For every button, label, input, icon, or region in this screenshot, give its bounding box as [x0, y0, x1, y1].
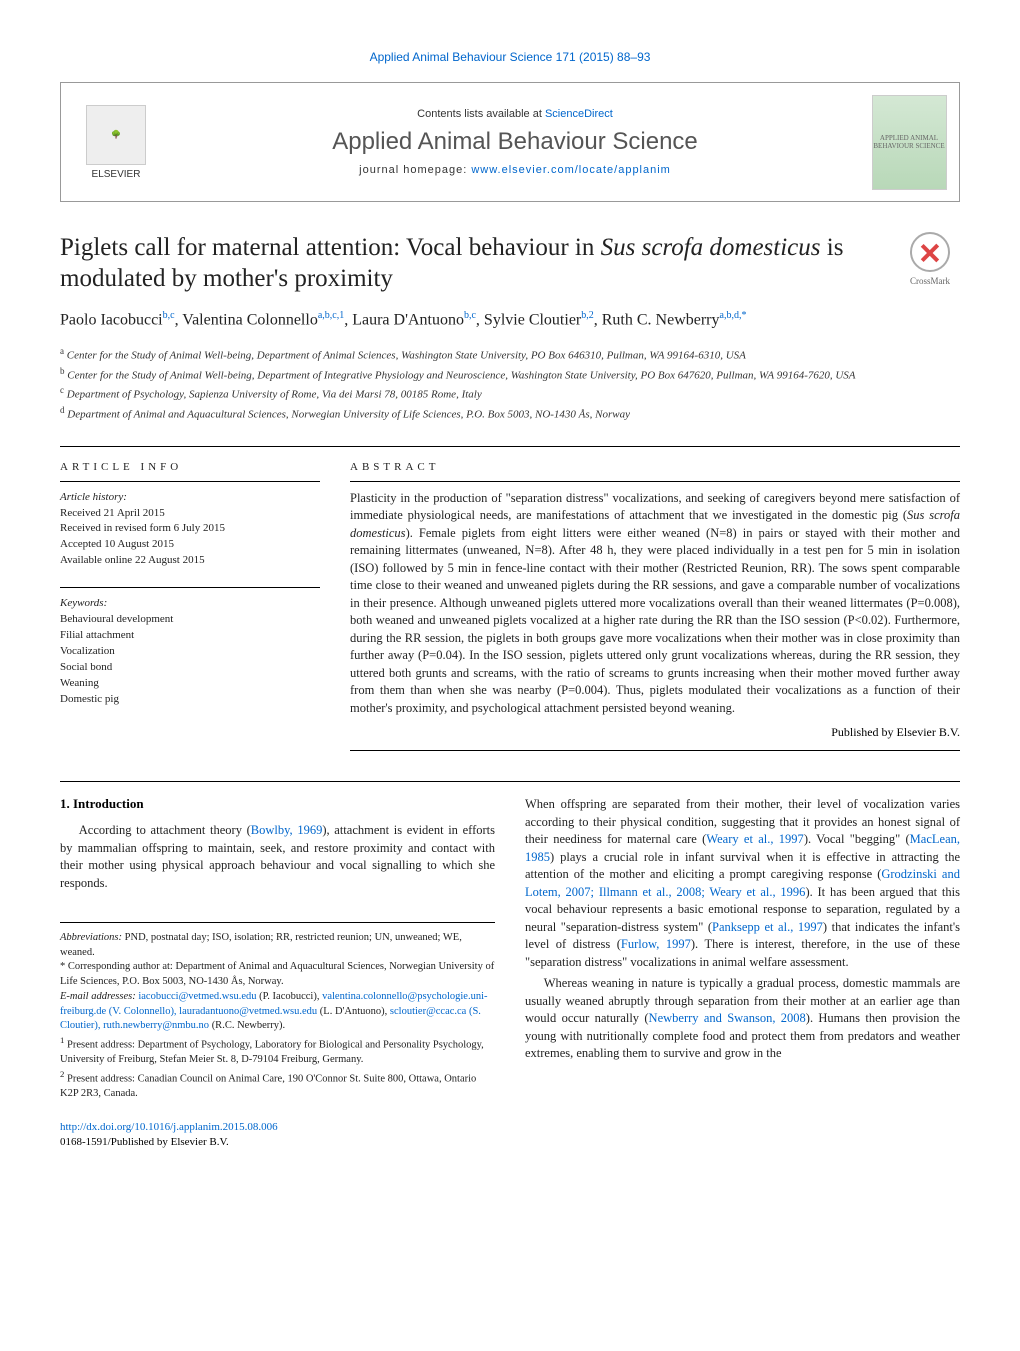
ref-bowlby[interactable]: Bowlby, 1969: [251, 823, 323, 837]
citation-line: Applied Animal Behaviour Science 171 (20…: [60, 50, 960, 64]
publisher-logo-box: 🌳 ELSEVIER: [61, 97, 171, 188]
ref-furlow[interactable]: Furlow, 1997: [621, 937, 691, 951]
sciencedirect-link[interactable]: ScienceDirect: [545, 108, 613, 120]
email-label: E-mail addresses:: [60, 991, 136, 1002]
keyword: Domestic pig: [60, 692, 320, 708]
abstract-text: Plasticity in the production of "separat…: [350, 490, 960, 718]
journal-cover-icon: APPLIED ANIMAL BEHAVIOUR SCIENCE: [872, 95, 947, 190]
contents-line: Contents lists available at ScienceDirec…: [171, 108, 859, 120]
homepage-prefix: journal homepage:: [359, 164, 471, 176]
article-title: Piglets call for maternal attention: Voc…: [60, 232, 880, 295]
keyword: Social bond: [60, 660, 320, 676]
intro-para3: Whereas weaning in nature is typically a…: [525, 975, 960, 1063]
email-link[interactable]: iacobucci@vetmed.wsu.edu: [138, 991, 256, 1002]
journal-header: 🌳 ELSEVIER Contents lists available at S…: [60, 82, 960, 202]
corr-label: * Corresponding author at:: [60, 961, 173, 972]
col-divider: [60, 587, 320, 588]
homepage-link[interactable]: www.elsevier.com/locate/applanim: [471, 164, 671, 176]
p2-m1: ). Vocal "begging" (: [804, 832, 910, 846]
p1-pre: According to attachment theory (: [79, 823, 251, 837]
email-link[interactable]: (V. Colonnello), lauradantuono@vetmed.ws…: [109, 1006, 317, 1017]
ref-panksepp[interactable]: Panksepp et al., 1997: [712, 920, 823, 934]
abstract-post: ). Female piglets from eight litters wer…: [350, 526, 960, 715]
col-divider: [60, 481, 320, 482]
note1: Present address: Department of Psycholog…: [60, 1039, 484, 1065]
footnotes: Abbreviations: PND, postnatal day; ISO, …: [60, 922, 495, 1102]
keyword: Weaning: [60, 676, 320, 692]
crossmark-badge[interactable]: CrossMark: [900, 232, 960, 286]
note2: Present address: Canadian Council on Ani…: [60, 1073, 476, 1099]
elsevier-label: ELSEVIER: [92, 169, 141, 180]
history-line: Accepted 10 August 2015: [60, 537, 320, 553]
keyword: Behavioural development: [60, 612, 320, 628]
doi-link[interactable]: http://dx.doi.org/10.1016/j.applanim.201…: [60, 1121, 278, 1133]
affiliations: a Center for the Study of Animal Well-be…: [60, 345, 960, 423]
intro-header: 1. Introduction: [60, 796, 495, 812]
abstract-header: ABSTRACT: [350, 461, 960, 473]
history-line: Available online 22 August 2015: [60, 553, 320, 569]
article-info-header: ARTICLE INFO: [60, 461, 320, 473]
abstract-pre: Plasticity in the production of "separat…: [350, 491, 960, 523]
keywords-block: Keywords: Behavioural developmentFilial …: [60, 587, 320, 708]
col-divider: [350, 750, 960, 751]
divider: [60, 781, 960, 782]
journal-name: Applied Animal Behaviour Science: [171, 128, 859, 156]
email-link[interactable]: scloutier@ccac.ca: [390, 1006, 466, 1017]
keyword: Vocalization: [60, 644, 320, 660]
crossmark-label: CrossMark: [910, 276, 950, 286]
intro-para2: When offspring are separated from their …: [525, 796, 960, 971]
homepage-line: journal homepage: www.elsevier.com/locat…: [171, 164, 859, 176]
copyright-line: 0168-1591/Published by Elsevier B.V.: [60, 1136, 229, 1148]
abbrev-label: Abbreviations:: [60, 932, 122, 943]
title-species: Sus scrofa domesticus: [601, 234, 821, 261]
divider: [60, 446, 960, 447]
ref-weary1997[interactable]: Weary et al., 1997: [706, 832, 804, 846]
keywords-label: Keywords:: [60, 596, 320, 612]
intro-para1: According to attachment theory (Bowlby, …: [60, 822, 495, 892]
col-divider: [350, 481, 960, 482]
keyword: Filial attachment: [60, 628, 320, 644]
publisher-line: Published by Elsevier B.V.: [350, 725, 960, 740]
ref-newberry[interactable]: Newberry and Swanson, 2008: [649, 1011, 806, 1025]
crossmark-icon: [910, 232, 950, 272]
authors-line: Paolo Iacobuccib,c, Valentina Colonnello…: [60, 309, 960, 332]
title-pre: Piglets call for maternal attention: Voc…: [60, 234, 601, 261]
article-history: Article history: Received 21 April 2015R…: [60, 490, 320, 570]
history-line: Received 21 April 2015: [60, 506, 320, 522]
footer-refs: http://dx.doi.org/10.1016/j.applanim.201…: [60, 1120, 495, 1151]
contents-prefix: Contents lists available at: [417, 108, 545, 120]
history-label: Article history:: [60, 490, 320, 506]
history-line: Received in revised form 6 July 2015: [60, 521, 320, 537]
elsevier-tree-icon: 🌳: [86, 105, 146, 165]
